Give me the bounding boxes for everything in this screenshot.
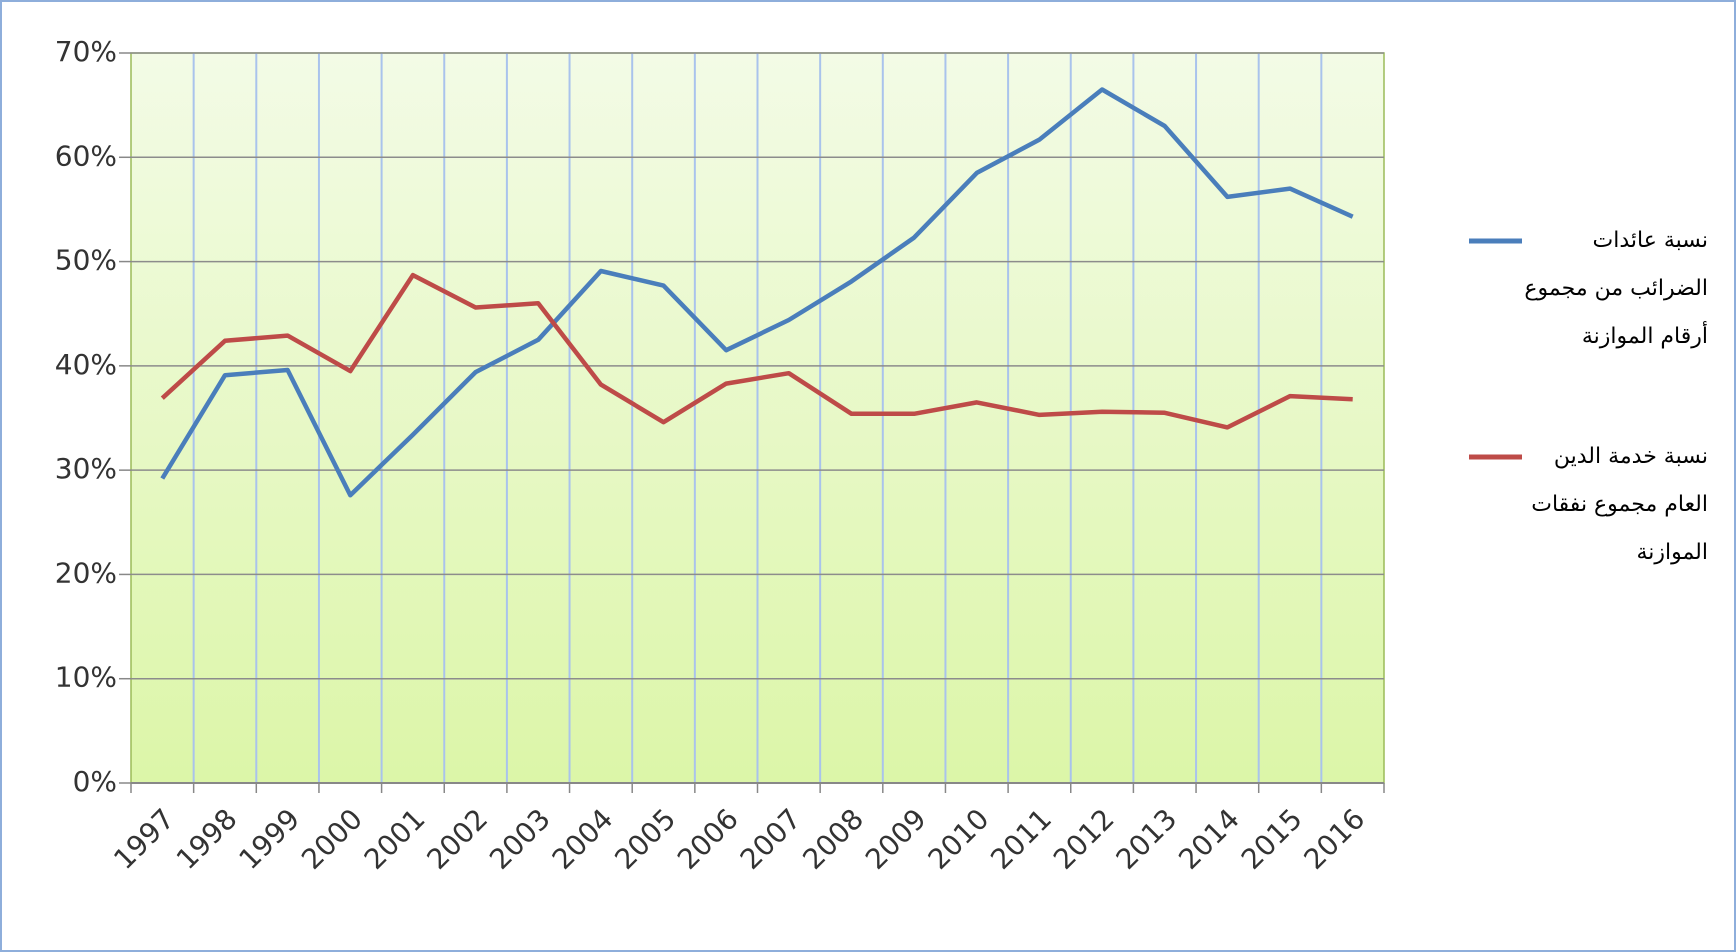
legend-label: نسبة عائدات الضرائب من مجموع أرقام الموا… xyxy=(1524,228,1708,349)
y-tick-label: 40% xyxy=(55,348,117,381)
x-tick-label: 2005 xyxy=(608,802,682,876)
y-tick-label: 0% xyxy=(73,765,117,798)
x-tick-label: 1999 xyxy=(233,802,307,876)
x-tick-label: 2008 xyxy=(796,802,870,876)
y-tick-label: 70% xyxy=(55,35,117,68)
x-tick-label: 2009 xyxy=(859,802,933,876)
x-tick-label: 1997 xyxy=(107,802,181,876)
series-line xyxy=(160,272,1353,430)
x-tick-label: 1998 xyxy=(170,802,244,876)
legend-label: نسبة خدمة الدين العام مجموع نفقات المواز… xyxy=(1531,444,1708,565)
y-tick-label: 30% xyxy=(55,452,117,485)
series-line xyxy=(160,87,1354,498)
x-tick-label: 2000 xyxy=(295,802,369,876)
x-tick-label: 2013 xyxy=(1110,802,1184,876)
x-tick-label: 2002 xyxy=(420,802,494,876)
x-tick-label: 2007 xyxy=(734,802,808,876)
y-tick-label: 50% xyxy=(55,244,117,277)
x-tick-label: 2012 xyxy=(1047,802,1121,876)
x-tick-label: 2006 xyxy=(671,802,745,876)
x-tick-label: 2014 xyxy=(1172,802,1246,876)
x-tick-label: 2004 xyxy=(546,802,620,876)
x-tick-label: 2001 xyxy=(358,802,432,876)
x-tick-label: 2011 xyxy=(984,802,1058,876)
y-tick-label: 20% xyxy=(55,556,117,589)
x-tick-label: 2003 xyxy=(483,802,557,876)
x-tick-label: 2010 xyxy=(922,802,996,876)
x-tick-label: 2016 xyxy=(1298,802,1372,876)
y-tick-label: 10% xyxy=(55,661,117,694)
x-tick-label: 2015 xyxy=(1235,802,1309,876)
y-tick-label: 60% xyxy=(55,139,117,172)
